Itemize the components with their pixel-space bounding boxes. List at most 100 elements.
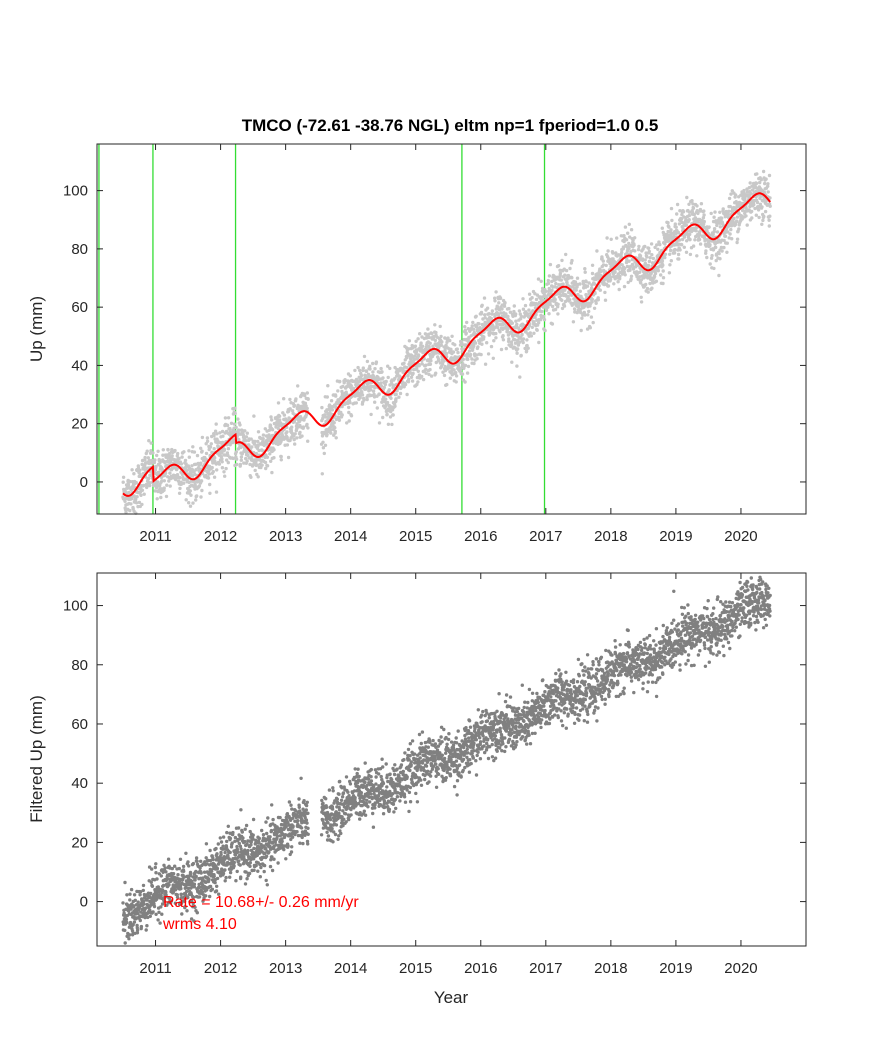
data-point (270, 803, 274, 807)
data-point (609, 237, 613, 241)
data-point (237, 437, 241, 442)
data-point (192, 882, 197, 886)
data-point (199, 859, 203, 863)
data-point (127, 933, 132, 937)
data-point (199, 871, 203, 875)
data-point (319, 833, 324, 837)
data-point (654, 279, 659, 283)
data-point (188, 489, 192, 493)
data-point (170, 447, 174, 452)
data-point (730, 237, 734, 241)
data-point (661, 269, 665, 273)
data-point (272, 456, 276, 460)
data-point (290, 835, 295, 839)
data-point (215, 876, 220, 881)
data-point (320, 798, 324, 803)
data-point (463, 328, 467, 332)
data-point (165, 463, 169, 468)
data-point (521, 297, 525, 301)
data-point (452, 368, 456, 372)
data-point (235, 462, 239, 467)
data-point (369, 412, 373, 417)
data-point (333, 832, 338, 837)
data-point (726, 212, 730, 216)
data-point (305, 422, 309, 427)
data-point (305, 821, 309, 825)
data-point (745, 223, 749, 227)
data-point (337, 418, 342, 422)
data-point (681, 210, 686, 214)
data-point (326, 821, 330, 825)
data-point (512, 338, 517, 342)
data-point (334, 394, 338, 398)
data-point (132, 920, 137, 924)
data-point (514, 312, 518, 316)
data-point (226, 447, 231, 451)
data-point (712, 266, 716, 271)
data-point (672, 251, 677, 255)
data-point (135, 928, 140, 932)
data-point (354, 401, 358, 405)
data-point (366, 777, 371, 781)
data-point (465, 371, 470, 375)
data-point (321, 801, 325, 805)
data-point (121, 475, 126, 479)
data-point (238, 462, 243, 467)
data-point (420, 362, 424, 366)
data-point (371, 825, 376, 829)
data-point (301, 425, 306, 429)
data-point (330, 408, 335, 412)
data-point (130, 468, 134, 472)
data-point (429, 359, 433, 363)
data-point (293, 442, 297, 446)
data-point (164, 494, 169, 499)
data-point (720, 216, 724, 220)
data-point (587, 281, 591, 285)
data-point (363, 813, 368, 817)
data-point (304, 808, 308, 812)
data-point (542, 314, 546, 319)
data-point (157, 470, 161, 475)
data-point (483, 313, 487, 317)
data-point (327, 788, 332, 792)
data-point (466, 357, 470, 362)
data-point (504, 346, 508, 351)
data-point (362, 398, 366, 402)
data-point (465, 355, 469, 359)
data-point (708, 243, 712, 247)
data-point (593, 291, 597, 296)
data-point (161, 883, 166, 888)
data-point (279, 454, 283, 459)
chart-title: TMCO (-72.61 -38.76 NGL) eltm np=1 fperi… (242, 116, 659, 135)
data-point (623, 273, 627, 277)
data-point (143, 455, 147, 460)
data-point (430, 331, 434, 336)
data-point (498, 296, 503, 301)
data-point (468, 345, 472, 350)
data-point (355, 771, 359, 776)
data-point (264, 820, 268, 824)
data-point (424, 363, 428, 367)
data-point (170, 454, 174, 458)
data-point (220, 457, 224, 461)
data-point (208, 491, 212, 495)
data-point (340, 795, 345, 799)
data-point (189, 493, 193, 497)
data-point (184, 889, 189, 894)
data-point (713, 210, 717, 214)
data-point (237, 859, 241, 863)
data-point (697, 237, 702, 242)
data-point (147, 458, 152, 463)
data-point (341, 384, 345, 389)
data-point (343, 812, 348, 816)
data-point (448, 376, 452, 380)
data-point (209, 442, 213, 446)
data-point (219, 852, 223, 857)
data-point (386, 364, 390, 368)
data-point (270, 428, 275, 432)
data-point (149, 441, 153, 445)
data-point (322, 451, 326, 456)
data-point (145, 483, 149, 488)
data-point (257, 836, 261, 841)
data-point (674, 225, 678, 229)
